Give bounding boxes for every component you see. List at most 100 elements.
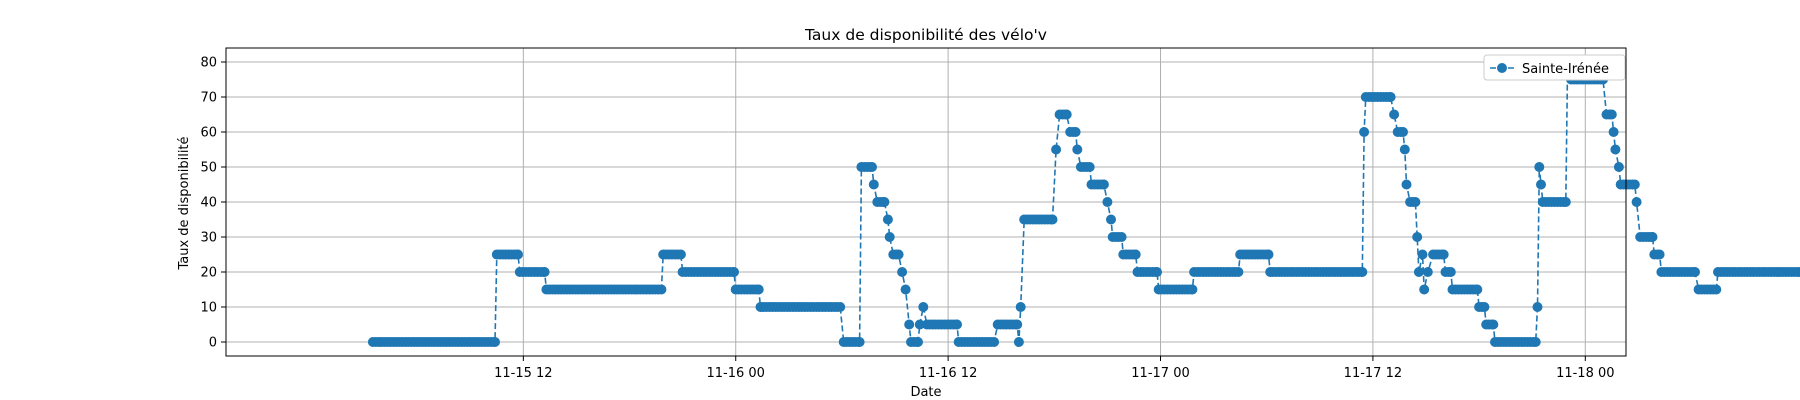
y-axis-label: Taux de disponibilité xyxy=(177,136,192,270)
data-point xyxy=(1419,284,1430,295)
data-point xyxy=(1654,249,1665,260)
y-tick-label: 10 xyxy=(200,301,217,316)
y-axis: 0 10 20 30 40 50 60 70 80 xyxy=(200,56,226,351)
data-point xyxy=(656,284,667,295)
x-axis: 11-15 12 11-16 00 11-16 12 11-17 00 11-17 12… xyxy=(494,356,1615,381)
data-point xyxy=(893,249,904,260)
data-point xyxy=(1795,267,1800,277)
data-point xyxy=(914,319,925,330)
data-point xyxy=(1536,179,1546,190)
data-point xyxy=(1102,197,1113,207)
x-tick-label: 11-16 12 xyxy=(919,366,977,381)
y-tick-label: 70 xyxy=(200,91,217,106)
data-point xyxy=(1015,302,1026,312)
data-point xyxy=(1488,319,1499,330)
data-point xyxy=(897,267,908,277)
data-point xyxy=(1445,267,1456,277)
data-point xyxy=(952,319,962,330)
legend-marker xyxy=(1497,63,1507,73)
data-point xyxy=(1479,302,1490,312)
data-point xyxy=(1130,249,1141,260)
data-point xyxy=(1357,267,1368,277)
y-tick-label: 50 xyxy=(200,161,217,176)
data-point xyxy=(1152,267,1162,277)
data-point xyxy=(989,337,1000,347)
data-point xyxy=(913,337,923,347)
data-point xyxy=(1413,267,1424,277)
series-layer xyxy=(367,57,1800,347)
data-point xyxy=(1072,144,1083,155)
x-tick-label: 11-15 12 xyxy=(494,366,552,381)
data-point xyxy=(1534,162,1545,172)
data-point xyxy=(1690,267,1700,277)
chart-title: Taux de disponibilité des vélo'v xyxy=(804,26,1047,44)
x-tick-label: 11-16 00 xyxy=(707,366,765,381)
data-point xyxy=(1116,232,1127,242)
data-point xyxy=(900,284,911,295)
data-point xyxy=(1401,179,1412,190)
data-point xyxy=(513,249,523,260)
data-point xyxy=(1389,109,1400,120)
data-point xyxy=(1398,127,1408,137)
x-tick-label: 11-18 00 xyxy=(1556,366,1614,381)
data-point xyxy=(490,337,500,347)
data-point xyxy=(868,179,879,190)
y-tick-label: 0 xyxy=(209,336,217,351)
data-point xyxy=(1412,232,1423,242)
data-point xyxy=(753,284,764,295)
legend-box xyxy=(1483,54,1626,81)
data-point xyxy=(1013,337,1024,347)
data-point xyxy=(867,162,877,172)
data-point xyxy=(1606,109,1617,120)
data-point xyxy=(1263,249,1274,260)
data-point xyxy=(1061,109,1072,120)
data-point xyxy=(1399,144,1410,155)
data-point xyxy=(675,249,686,260)
x-axis-label: Date xyxy=(910,385,941,400)
data-point xyxy=(1084,162,1095,172)
data-point xyxy=(1647,232,1658,242)
data-point xyxy=(1233,267,1244,277)
y-tick-label: 30 xyxy=(200,231,217,246)
data-point xyxy=(1098,179,1109,190)
data-point xyxy=(1530,337,1541,347)
data-point xyxy=(918,302,929,312)
data-point xyxy=(1385,92,1396,102)
data-point xyxy=(884,232,895,242)
data-point xyxy=(1711,284,1722,295)
data-point xyxy=(1047,214,1058,225)
legend: Sainte-Irénée xyxy=(1483,54,1626,81)
data-point xyxy=(882,214,893,225)
data-point xyxy=(1187,284,1198,295)
data-point xyxy=(835,302,846,312)
x-tick-label: 11-17 00 xyxy=(1131,366,1189,381)
data-point xyxy=(1532,302,1543,312)
data-point xyxy=(1608,127,1619,137)
data-point xyxy=(1438,249,1449,260)
data-point xyxy=(1410,197,1421,207)
y-tick-label: 20 xyxy=(200,266,217,281)
data-point xyxy=(1417,249,1428,260)
data-point xyxy=(1070,127,1081,137)
y-tick-label: 60 xyxy=(200,126,217,141)
data-point xyxy=(854,337,865,347)
data-point xyxy=(1051,144,1062,155)
data-point xyxy=(1560,197,1571,207)
data-point xyxy=(1012,319,1023,330)
data-point xyxy=(879,197,890,207)
data-point xyxy=(1613,162,1624,172)
data-point xyxy=(729,267,739,277)
y-tick-label: 40 xyxy=(200,196,217,211)
data-point xyxy=(1106,214,1116,225)
data-point xyxy=(904,319,915,330)
y-tick-label: 80 xyxy=(200,56,217,71)
data-point xyxy=(1472,284,1483,295)
data-point xyxy=(1610,144,1621,155)
legend-label: Sainte-Irénée xyxy=(1522,62,1609,77)
data-point xyxy=(1359,127,1370,137)
x-tick-label: 11-17 12 xyxy=(1344,366,1402,381)
data-point xyxy=(1631,197,1642,207)
data-point xyxy=(539,267,550,277)
data-point xyxy=(1629,179,1640,190)
